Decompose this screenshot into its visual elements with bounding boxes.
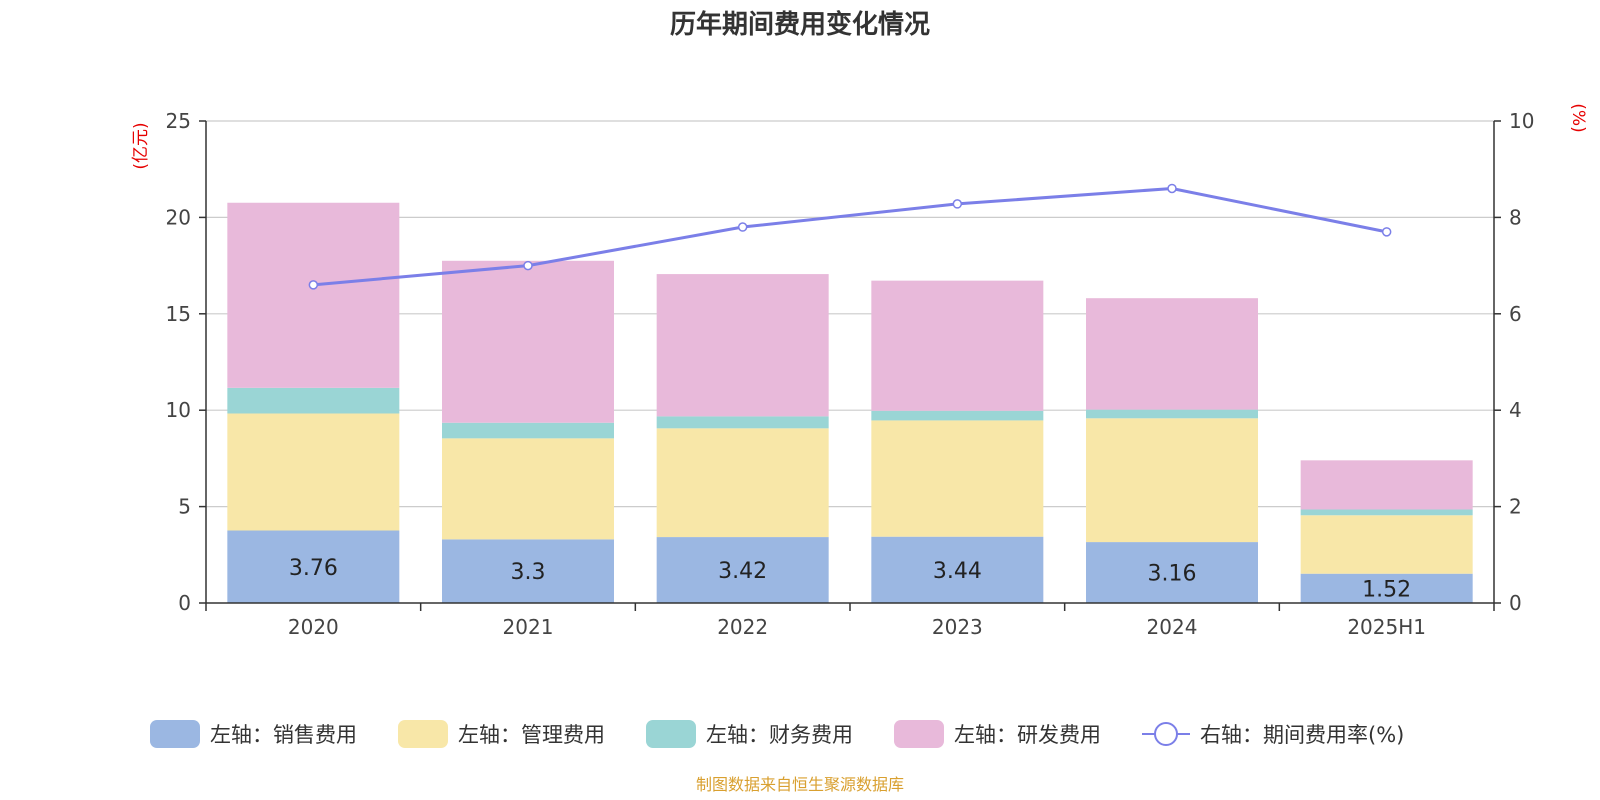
x-axis-tick-label: 2022 bbox=[717, 615, 768, 639]
legend-label: 左轴：研发费用 bbox=[954, 723, 1101, 747]
legend-circle-marker bbox=[1154, 722, 1178, 746]
x-axis-tick-label: 2024 bbox=[1147, 615, 1198, 639]
chart-title: 历年期间费用变化情况 bbox=[670, 9, 930, 40]
legend-label: 右轴：期间费用率(%) bbox=[1200, 723, 1404, 747]
data-label: 3.16 bbox=[1148, 562, 1197, 587]
bar-segment bbox=[871, 410, 1044, 421]
bar-segment bbox=[227, 387, 400, 414]
bar-segment bbox=[1300, 509, 1473, 516]
right-axis-tick-label: 0 bbox=[1509, 591, 1522, 615]
rate-point[interactable] bbox=[523, 260, 533, 271]
bar-segment bbox=[1086, 418, 1258, 543]
legend-swatch bbox=[150, 720, 200, 748]
left-axis-unit: (亿元) bbox=[131, 122, 151, 169]
left-axis-tick-label: 5 bbox=[178, 495, 191, 519]
legend-label: 左轴：财务费用 bbox=[706, 723, 853, 747]
right-axis-tick-label: 6 bbox=[1509, 302, 1522, 326]
bar-segment bbox=[1300, 515, 1473, 574]
legend-swatch bbox=[894, 720, 944, 748]
data-label: 3.44 bbox=[933, 559, 982, 584]
data-label: 3.42 bbox=[718, 559, 767, 584]
rate-line bbox=[313, 186, 1387, 287]
data-label: 3.3 bbox=[511, 560, 546, 585]
rate-point[interactable] bbox=[1167, 183, 1177, 194]
legend-label: 左轴：销售费用 bbox=[210, 723, 357, 747]
rate-point[interactable] bbox=[1381, 227, 1392, 237]
legend-swatch bbox=[398, 720, 448, 748]
bar-segment bbox=[1086, 298, 1258, 410]
grid-lines bbox=[206, 120, 1494, 508]
bar-segment bbox=[656, 537, 829, 603]
rate-point[interactable] bbox=[737, 222, 748, 232]
x-axis-tick-label: 2020 bbox=[288, 615, 339, 639]
bar-layer bbox=[227, 202, 1473, 603]
left-axis-tick-label: 10 bbox=[166, 398, 191, 422]
bar-segment bbox=[1300, 460, 1473, 510]
bar-segment bbox=[656, 428, 829, 538]
legend-item[interactable]: 左轴：销售费用 bbox=[150, 720, 357, 748]
legend-swatch bbox=[646, 720, 696, 748]
right-axis-tick-label: 4 bbox=[1509, 398, 1522, 422]
bar-segment bbox=[871, 536, 1044, 603]
bar-segment bbox=[656, 416, 829, 429]
x-axis-tick-label: 2023 bbox=[932, 615, 983, 639]
rate-point[interactable] bbox=[952, 199, 963, 209]
data-label: 3.76 bbox=[289, 556, 338, 581]
bar-segment bbox=[871, 280, 1044, 411]
left-axis-tick-label: 20 bbox=[166, 205, 191, 229]
bar-segment bbox=[227, 202, 400, 388]
source-note: 制图数据来自恒生聚源数据库 bbox=[696, 775, 904, 794]
legend-item[interactable]: 左轴：管理费用 bbox=[398, 720, 605, 748]
bar-segment bbox=[871, 420, 1044, 537]
bar-segment bbox=[442, 422, 614, 439]
rate-line-layer bbox=[308, 183, 1392, 290]
right-axis-tick-label: 8 bbox=[1509, 205, 1522, 229]
x-axis-tick-label: 2021 bbox=[503, 615, 554, 639]
right-axis-tick-label: 2 bbox=[1509, 495, 1522, 519]
data-labels: 3.76 3.3 3.42 3.44 3.16 1.52 bbox=[289, 556, 1411, 603]
bar-segment bbox=[227, 530, 400, 603]
bar-segment bbox=[227, 413, 400, 531]
left-axis-tick-label: 25 bbox=[166, 109, 191, 133]
bar-segment bbox=[656, 274, 829, 417]
bar-segment bbox=[442, 539, 614, 603]
right-axis-tick-label: 10 bbox=[1509, 109, 1534, 133]
bar-segment bbox=[442, 438, 614, 540]
legend[interactable]: 左轴：销售费用 左轴：管理费用 左轴：财务费用 左轴：研发费用 右轴：期间费用率(%) bbox=[150, 720, 1404, 748]
rate-point[interactable] bbox=[308, 280, 319, 290]
bar-segment bbox=[1086, 409, 1258, 419]
axes: 0 5 10 15 20 25 0 2 4 6 8 10 2020 2021 2022 2023 2024 202… bbox=[166, 109, 1535, 639]
bar-segment bbox=[1086, 542, 1258, 603]
data-label: 1.52 bbox=[1362, 577, 1411, 602]
legend-item[interactable]: 左轴：研发费用 bbox=[894, 720, 1101, 748]
right-axis-unit: (%) bbox=[1568, 103, 1588, 132]
x-axis-tick-label: 2025H1 bbox=[1347, 615, 1426, 639]
left-axis-tick-label: 0 bbox=[178, 591, 191, 615]
legend-label: 左轴：管理费用 bbox=[458, 723, 605, 747]
bar-segment bbox=[1300, 573, 1473, 603]
bar-segment bbox=[442, 260, 614, 423]
legend-item[interactable]: 左轴：财务费用 bbox=[646, 720, 853, 748]
legend-item[interactable]: 右轴：期间费用率(%) bbox=[1142, 722, 1404, 747]
left-axis-tick-label: 15 bbox=[166, 302, 191, 326]
